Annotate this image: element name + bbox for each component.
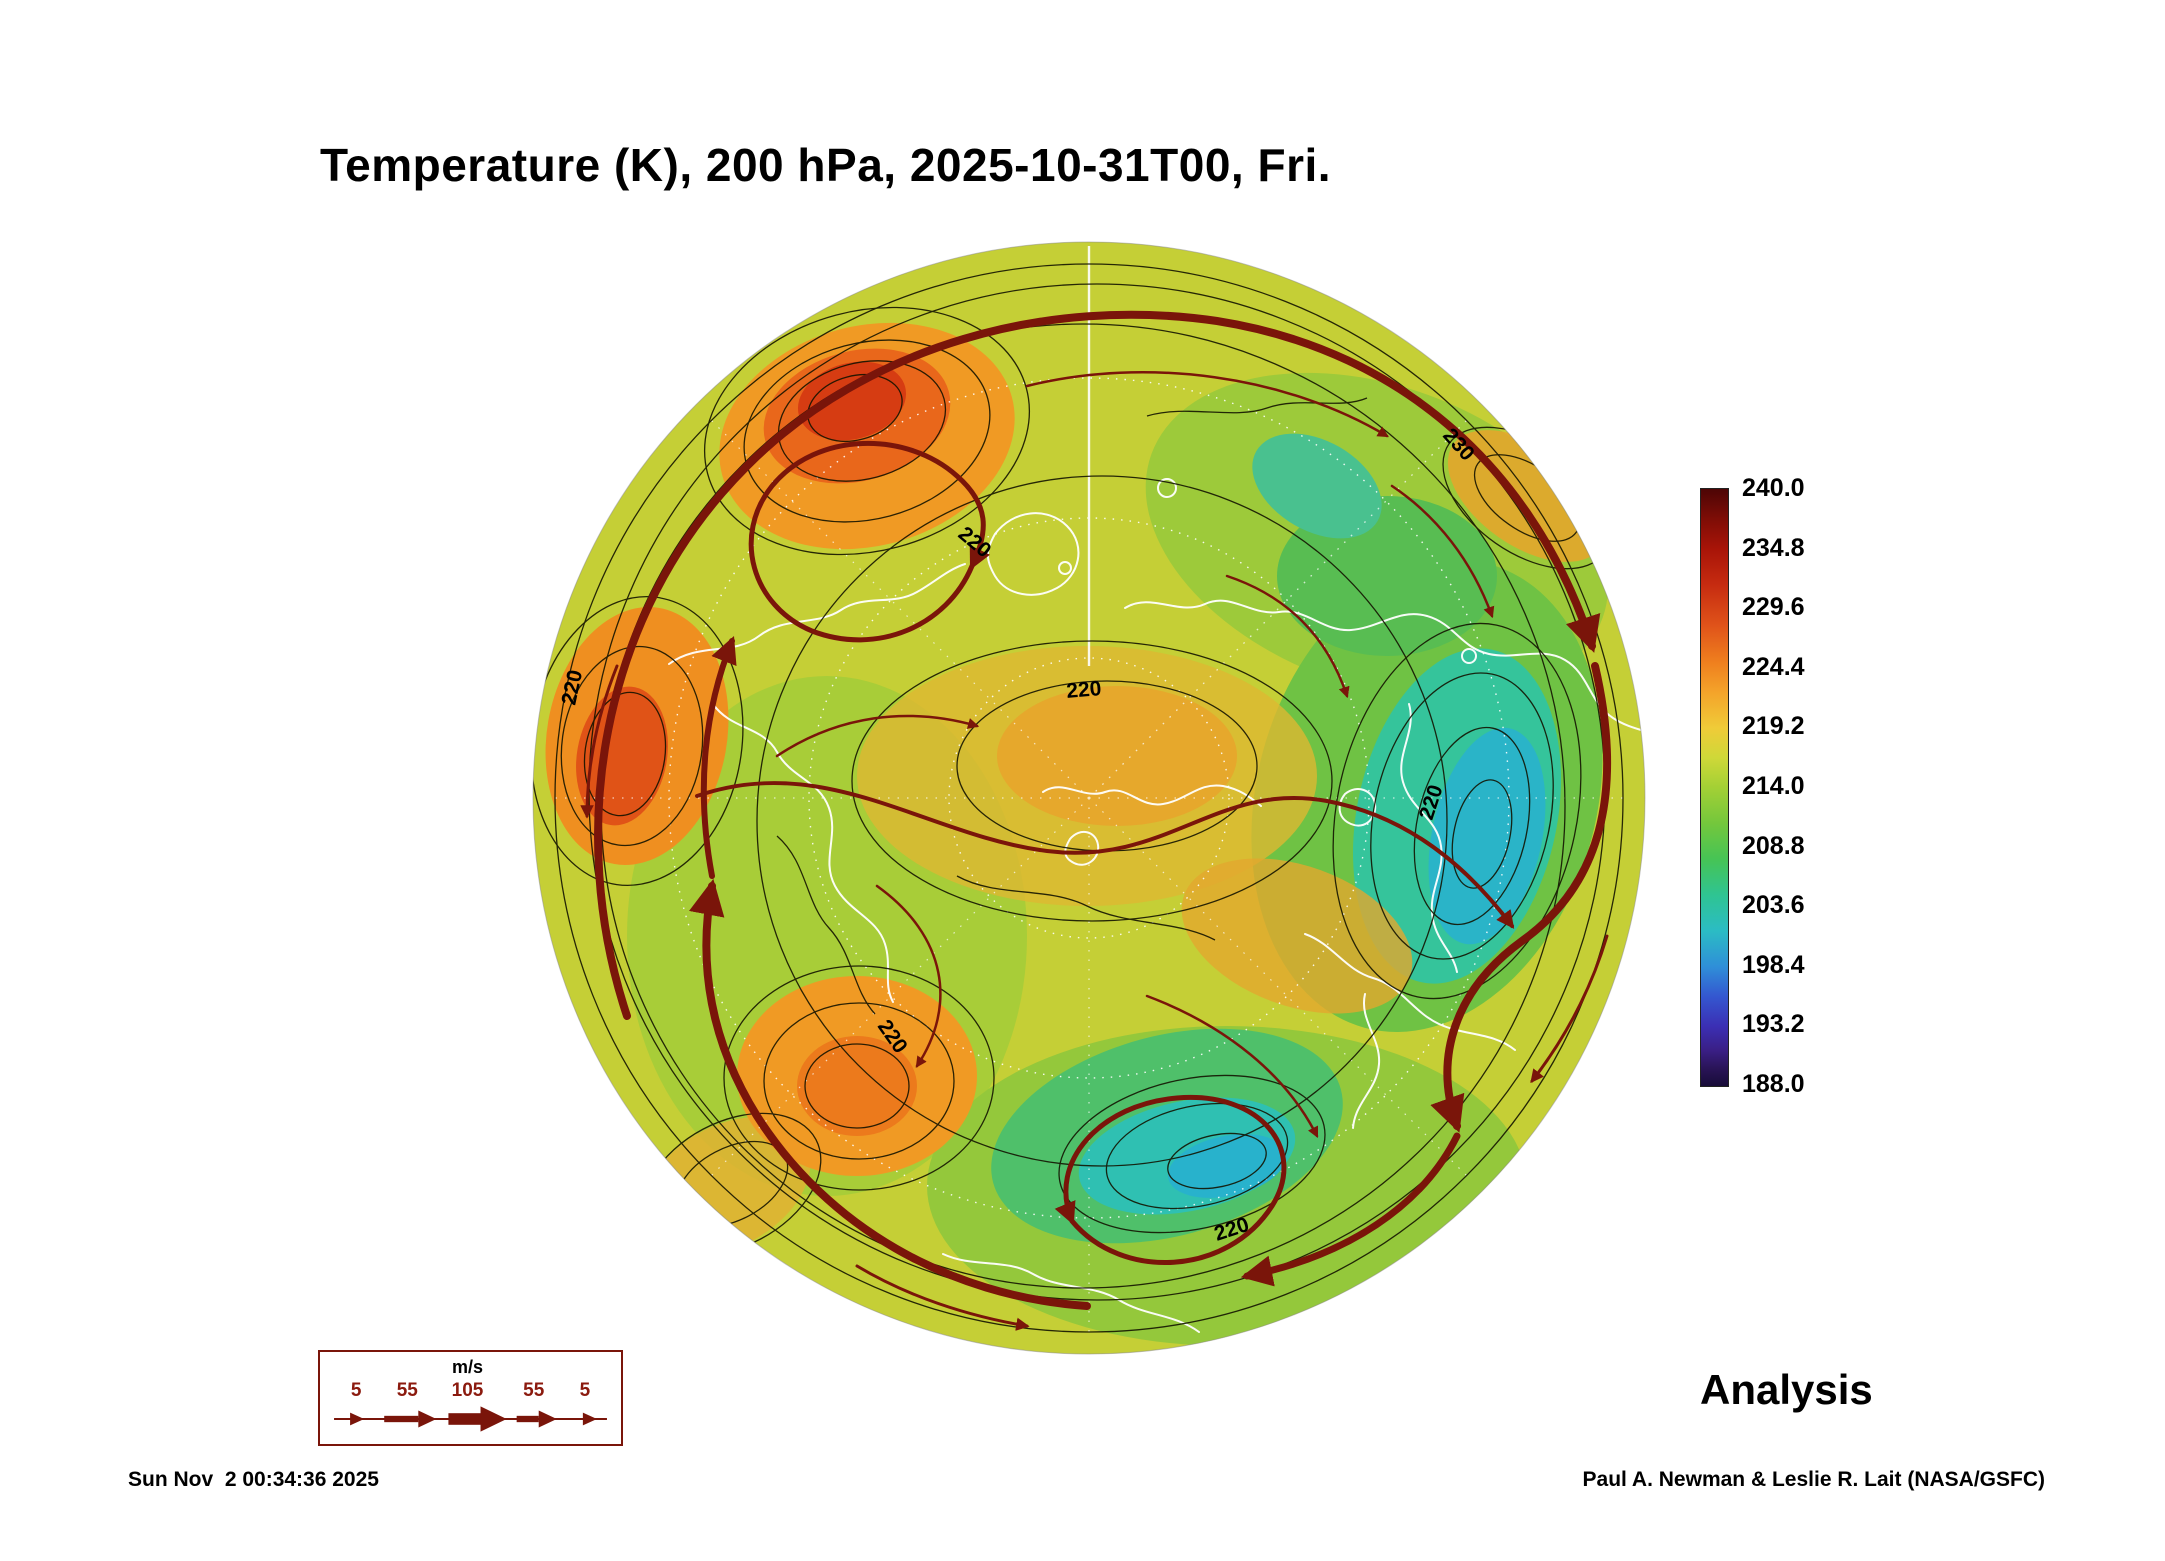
- wind-speed-values: 5 55 105 55 5: [320, 1380, 621, 1402]
- colorbar-tick-label: 208.8: [1742, 831, 1805, 860]
- wind-units-label: m/s: [451, 1357, 483, 1377]
- colorbar-tick-label: 198.4: [1742, 950, 1805, 979]
- colorbar-tick-label: 224.4: [1742, 652, 1805, 681]
- wind-speed-value: 105: [451, 1380, 484, 1401]
- streamline-layer: [580, 310, 1612, 1331]
- polar-map: 228 220 220 230 220 220 220 220: [527, 236, 1651, 1360]
- colorbar-tick-label: 214.0: [1742, 771, 1805, 800]
- wind-speed-value: 55: [396, 1380, 418, 1401]
- colorbar-tick-label: 219.2: [1742, 712, 1805, 741]
- wind-arrow-glyph: [334, 1406, 607, 1432]
- polar-map-svg: 228 220 220 230 220 220 220 220: [532, 241, 1646, 1355]
- wind-speed-legend: m/s 5 55 105 55 5: [318, 1350, 623, 1446]
- wind-speed-value: 5: [579, 1380, 591, 1401]
- colorbar-tick-labels: 240.0 234.8 229.6 224.4 219.2 214.0 208.…: [1742, 474, 1852, 1099]
- wind-speed-value: 55: [523, 1380, 545, 1401]
- colorbar-tick-label: 193.2: [1742, 1010, 1805, 1039]
- colorbar-gradient: [1700, 488, 1729, 1087]
- contour-line-layer: [533, 263, 1624, 1333]
- contour-label: 220: [1065, 677, 1102, 703]
- colorbar-tick-label: 203.6: [1742, 891, 1805, 920]
- colorbar-tick-label: 188.0: [1742, 1069, 1805, 1098]
- chart-title: Temperature (K), 200 hPa, 2025-10-31T00,…: [319, 139, 1332, 191]
- colorbar-tick-label: 229.6: [1742, 593, 1805, 622]
- analysis-label: Analysis: [1700, 1366, 1873, 1413]
- footer-credit: Paul A. Newman & Leslie R. Lait (NASA/GS…: [1582, 1468, 2045, 1491]
- colorbar-tick-label: 234.8: [1742, 533, 1805, 562]
- wind-speed-value: 5: [350, 1380, 362, 1401]
- colorbar-tick-label: 240.0: [1742, 474, 1805, 502]
- globe-rim: [532, 241, 1646, 1355]
- footer-timestamp: Sun Nov 2 00:34:36 2025: [128, 1468, 379, 1491]
